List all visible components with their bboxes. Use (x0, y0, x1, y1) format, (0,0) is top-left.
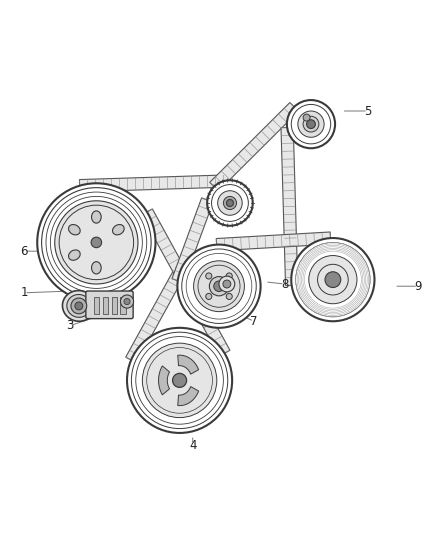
Circle shape (71, 298, 87, 314)
Circle shape (177, 245, 261, 328)
Ellipse shape (63, 290, 95, 321)
Ellipse shape (92, 211, 101, 223)
Text: 6: 6 (20, 245, 28, 257)
Circle shape (124, 298, 130, 304)
Circle shape (194, 261, 244, 312)
Circle shape (223, 280, 231, 288)
Circle shape (59, 205, 134, 280)
Circle shape (173, 374, 187, 387)
Circle shape (206, 293, 212, 300)
Polygon shape (159, 366, 170, 395)
Polygon shape (178, 355, 199, 374)
Circle shape (218, 191, 242, 215)
Circle shape (91, 237, 102, 248)
Polygon shape (172, 198, 213, 283)
Circle shape (226, 293, 232, 300)
Circle shape (212, 184, 248, 221)
Bar (103, 297, 108, 314)
Polygon shape (216, 232, 331, 251)
Ellipse shape (92, 262, 101, 274)
Circle shape (291, 238, 374, 321)
Text: 7: 7 (250, 315, 258, 328)
Text: 3: 3 (67, 319, 74, 332)
Circle shape (287, 100, 335, 148)
Circle shape (127, 328, 232, 433)
Circle shape (142, 343, 217, 418)
Circle shape (296, 243, 370, 317)
Circle shape (318, 264, 348, 295)
Circle shape (226, 199, 233, 206)
Polygon shape (178, 386, 199, 406)
Polygon shape (281, 127, 298, 286)
Polygon shape (79, 175, 224, 192)
Circle shape (226, 273, 232, 279)
Polygon shape (126, 267, 186, 363)
Circle shape (214, 281, 224, 292)
Bar (94, 297, 99, 314)
Polygon shape (141, 209, 230, 356)
Circle shape (120, 295, 134, 308)
Circle shape (207, 180, 253, 226)
Circle shape (309, 255, 357, 304)
Circle shape (42, 188, 151, 297)
Text: 8: 8 (281, 278, 288, 290)
Circle shape (209, 277, 229, 296)
Bar (112, 297, 117, 314)
Ellipse shape (68, 224, 80, 235)
Circle shape (131, 332, 228, 429)
Circle shape (37, 183, 155, 302)
Ellipse shape (68, 250, 80, 260)
Circle shape (50, 197, 142, 288)
Circle shape (303, 114, 310, 121)
Circle shape (298, 111, 324, 138)
Circle shape (307, 120, 315, 128)
Circle shape (206, 273, 212, 279)
Text: 2: 2 (233, 214, 240, 227)
Ellipse shape (67, 295, 91, 317)
Circle shape (186, 253, 252, 319)
Bar (120, 297, 126, 314)
Circle shape (55, 201, 138, 284)
Text: 5: 5 (364, 104, 371, 117)
Circle shape (46, 192, 147, 293)
Text: 1: 1 (20, 286, 28, 300)
Circle shape (182, 249, 256, 324)
Circle shape (136, 336, 223, 424)
Circle shape (147, 348, 212, 413)
Circle shape (325, 272, 341, 287)
Circle shape (223, 197, 237, 209)
Circle shape (219, 276, 235, 292)
Circle shape (75, 302, 83, 310)
Polygon shape (210, 102, 299, 191)
Text: 9: 9 (414, 280, 422, 293)
Ellipse shape (113, 224, 124, 235)
Circle shape (303, 116, 319, 132)
Text: 4: 4 (189, 439, 197, 451)
Circle shape (291, 104, 331, 144)
FancyBboxPatch shape (86, 291, 133, 319)
Circle shape (198, 265, 240, 307)
